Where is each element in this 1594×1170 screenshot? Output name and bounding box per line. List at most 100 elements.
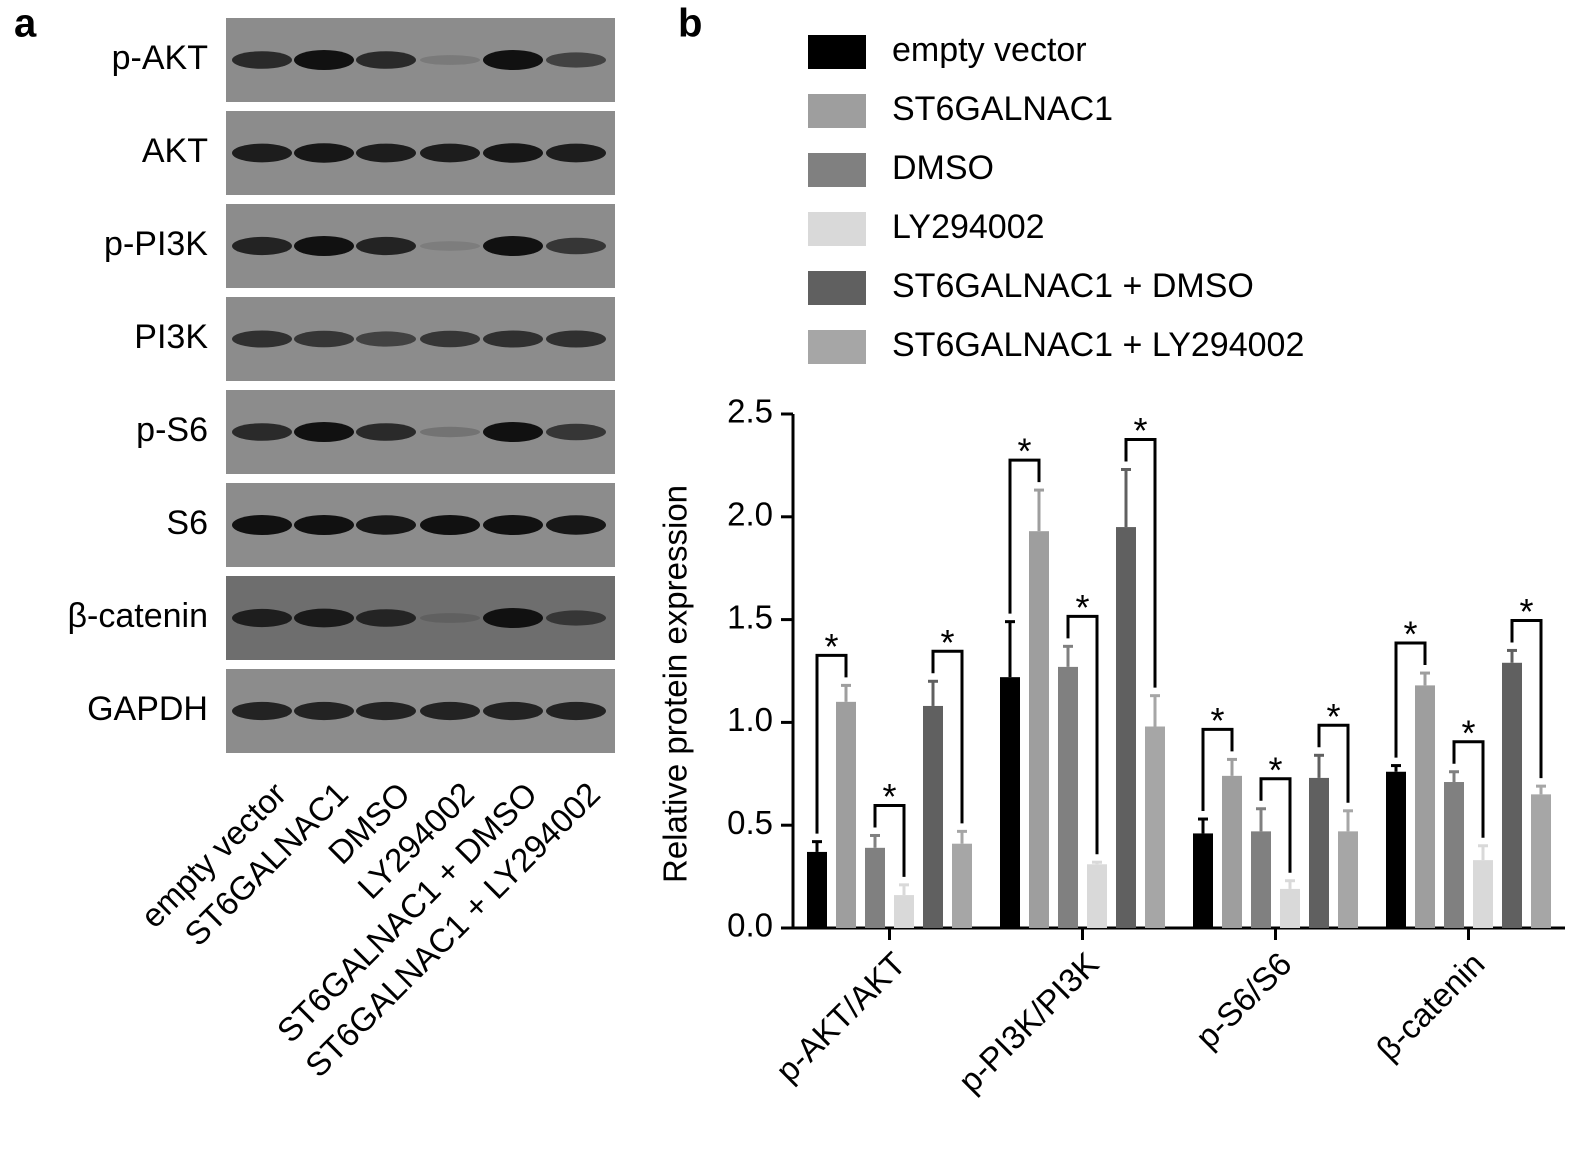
error-bar bbox=[870, 833, 880, 848]
error-bar bbox=[1536, 784, 1546, 795]
significance-bracket bbox=[873, 803, 906, 877]
blot-band bbox=[483, 143, 543, 163]
blot-band bbox=[294, 608, 354, 628]
blot-row-label: p-PI3K bbox=[104, 225, 208, 263]
blot-band bbox=[420, 701, 480, 721]
blot-band bbox=[483, 236, 543, 256]
error-bar bbox=[1314, 753, 1324, 778]
bar bbox=[1222, 775, 1242, 928]
y-tick-label: 0.0 bbox=[727, 907, 773, 944]
blot-band bbox=[232, 608, 292, 628]
error-bar bbox=[1507, 648, 1517, 663]
error-bar bbox=[928, 679, 938, 706]
legend-swatch bbox=[808, 212, 866, 246]
legend-label: DMSO bbox=[892, 149, 994, 187]
blot-band bbox=[420, 515, 480, 535]
y-tick-label: 1.0 bbox=[727, 701, 773, 738]
blot-band bbox=[483, 330, 543, 348]
error-bar bbox=[1449, 770, 1459, 783]
legend-label: ST6GALNAC1 + DMSO bbox=[892, 267, 1254, 305]
blot-row-label: β-catenin bbox=[67, 597, 208, 635]
significance-bracket bbox=[1317, 723, 1350, 803]
significance-bracket bbox=[1066, 614, 1099, 855]
x-tick-label: p-PI3K/PI3K bbox=[951, 945, 1106, 1100]
x-tick-label: β-catenin bbox=[1369, 945, 1492, 1068]
blot-band bbox=[356, 515, 416, 535]
error-bar bbox=[1005, 620, 1015, 678]
y-tick-label: 2.0 bbox=[727, 496, 773, 533]
blot-band bbox=[232, 701, 292, 721]
error-bar bbox=[1034, 488, 1044, 532]
bar bbox=[807, 851, 827, 928]
bar bbox=[1386, 771, 1406, 928]
significance-label: * bbox=[940, 622, 954, 663]
blot-band bbox=[356, 701, 416, 721]
error-bar bbox=[1343, 809, 1353, 832]
y-tick-label: 1.5 bbox=[727, 598, 773, 635]
bar bbox=[1338, 831, 1358, 928]
blot-band bbox=[483, 422, 543, 442]
blot-band bbox=[232, 515, 292, 535]
blot-band bbox=[294, 236, 354, 256]
blot-band bbox=[420, 330, 480, 348]
error-bar bbox=[841, 683, 851, 702]
blot-band bbox=[483, 608, 543, 628]
legend-label: ST6GALNAC1 + LY294002 bbox=[892, 326, 1304, 364]
blot-band bbox=[420, 613, 480, 623]
blot-band bbox=[546, 143, 606, 163]
error-bar bbox=[899, 883, 909, 896]
error-bar bbox=[957, 829, 967, 844]
bar bbox=[952, 843, 972, 928]
significance-label: * bbox=[1133, 410, 1147, 451]
blot-band bbox=[420, 143, 480, 163]
error-bar bbox=[1198, 817, 1208, 834]
blot-band bbox=[356, 609, 416, 627]
legend-label: ST6GALNAC1 bbox=[892, 90, 1113, 128]
bar bbox=[1531, 794, 1551, 928]
bar bbox=[1444, 782, 1464, 928]
significance-label: * bbox=[1519, 591, 1533, 632]
blot-band bbox=[232, 143, 292, 163]
blot-band bbox=[356, 331, 416, 347]
bar bbox=[1193, 833, 1213, 928]
bar bbox=[894, 895, 914, 928]
blot-band bbox=[356, 423, 416, 441]
significance-label: * bbox=[1268, 749, 1282, 790]
legend-swatch bbox=[808, 271, 866, 305]
error-bar bbox=[1256, 807, 1266, 832]
blot-row-label: p-S6 bbox=[136, 411, 208, 449]
significance-bracket bbox=[1124, 438, 1157, 688]
significance-bracket bbox=[1510, 618, 1543, 779]
blot-row-label: PI3K bbox=[134, 318, 208, 356]
bar bbox=[923, 705, 943, 928]
significance-bracket bbox=[1008, 458, 1041, 614]
blot-band bbox=[294, 422, 354, 442]
error-bar bbox=[812, 840, 822, 852]
error-bar bbox=[1063, 644, 1073, 667]
bar bbox=[1087, 864, 1107, 928]
blot-band bbox=[356, 51, 416, 69]
significance-bracket bbox=[1201, 727, 1234, 812]
blot-band bbox=[232, 330, 292, 348]
significance-label: * bbox=[1017, 431, 1031, 472]
bar bbox=[1145, 726, 1165, 928]
blot-band bbox=[420, 55, 480, 65]
blot-band bbox=[546, 701, 606, 721]
y-tick-label: 0.5 bbox=[727, 804, 773, 841]
significance-label: * bbox=[1075, 587, 1089, 628]
blot-band bbox=[294, 515, 354, 535]
significance-bracket bbox=[1259, 777, 1292, 873]
significance-bracket bbox=[1394, 641, 1427, 758]
significance-label: * bbox=[1403, 614, 1417, 655]
blot-row-label: S6 bbox=[166, 504, 208, 542]
blot-band bbox=[483, 515, 543, 535]
legend-swatch bbox=[808, 153, 866, 187]
significance-label: * bbox=[882, 776, 896, 817]
significance-label: * bbox=[1461, 712, 1475, 753]
significance-bracket bbox=[1452, 740, 1485, 838]
legend-label: empty vector bbox=[892, 31, 1087, 69]
blot-band bbox=[420, 241, 480, 251]
blot-row-label: GAPDH bbox=[87, 690, 208, 728]
